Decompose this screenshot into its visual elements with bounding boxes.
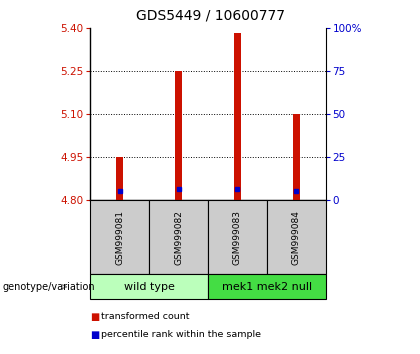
Bar — [234, 33, 241, 200]
Bar — [293, 114, 299, 200]
Text: genotype/variation: genotype/variation — [2, 282, 95, 292]
Text: GSM999082: GSM999082 — [174, 210, 183, 265]
Text: mek1 mek2 null: mek1 mek2 null — [222, 282, 312, 292]
Text: wild type: wild type — [123, 282, 175, 292]
Text: percentile rank within the sample: percentile rank within the sample — [101, 330, 261, 339]
Text: GSM999081: GSM999081 — [115, 210, 124, 265]
Text: ■: ■ — [90, 330, 100, 339]
Bar — [116, 157, 123, 200]
Text: GSM999084: GSM999084 — [291, 210, 301, 265]
Text: GSM999083: GSM999083 — [233, 210, 242, 265]
Text: GDS5449 / 10600777: GDS5449 / 10600777 — [136, 9, 284, 23]
Text: transformed count: transformed count — [101, 312, 189, 321]
Bar — [175, 71, 182, 200]
Text: ■: ■ — [90, 312, 100, 322]
